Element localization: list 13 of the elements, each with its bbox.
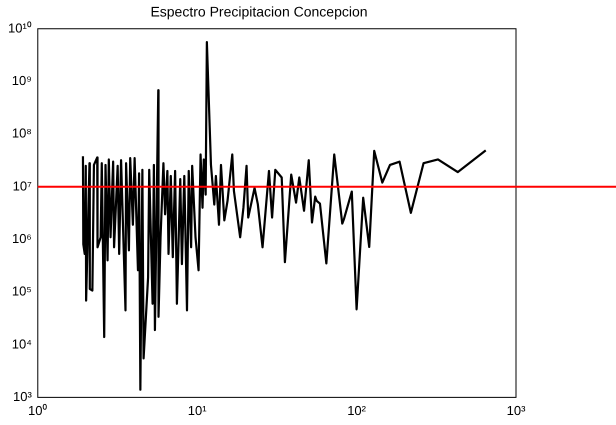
y-tick-label: 10⁷ (12, 178, 32, 194)
x-tick-label: 10² (347, 402, 367, 418)
y-tick-label: 10⁶ (12, 231, 32, 246)
y-tick-label: 10⁹ (12, 73, 32, 88)
x-tick-label: 10³ (506, 402, 526, 418)
x-tick-label: 10⁰ (28, 402, 48, 418)
y-tick-label: 10³ (12, 388, 32, 404)
y-tick-label: 10⁸ (12, 126, 32, 141)
chart-title: Espectro Precipitacion Concepcion (150, 3, 368, 20)
y-tick-label: 10¹⁰ (8, 20, 32, 36)
y-tick-label: 10⁴ (12, 336, 32, 352)
x-tick-label: 10¹ (188, 402, 208, 418)
y-tick-label: 10⁵ (12, 284, 32, 299)
